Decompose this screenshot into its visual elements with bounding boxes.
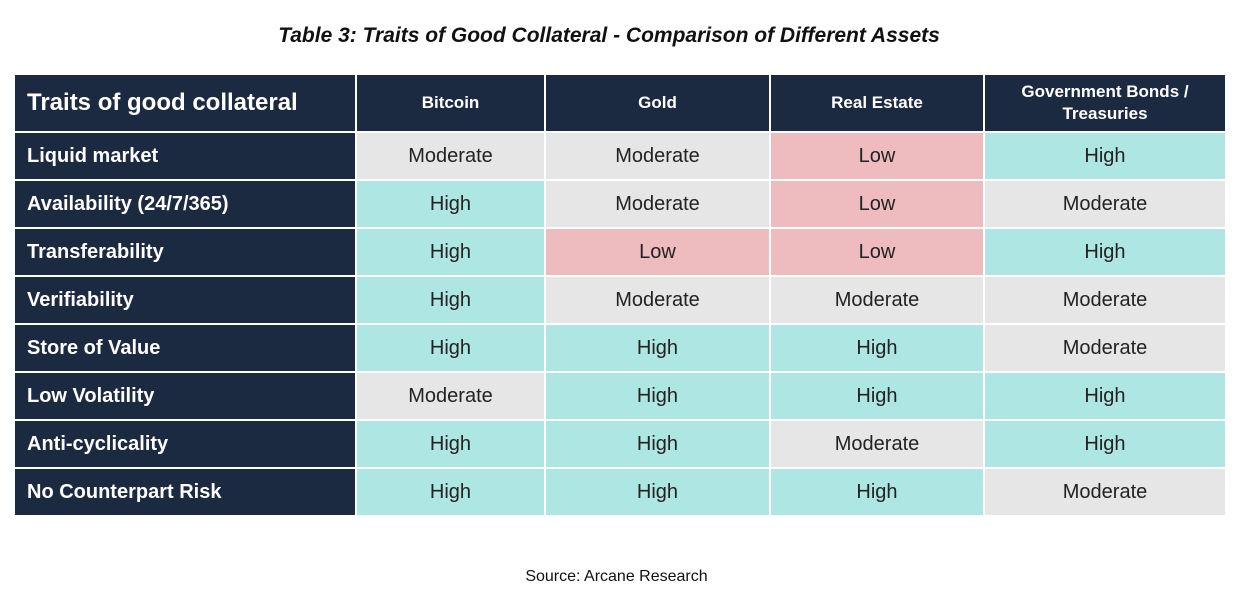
table-row: Verifiability High Moderate Moderate Mod…	[13, 275, 1227, 325]
cell-value: Moderate	[769, 275, 985, 325]
cell-value: Low	[544, 227, 771, 277]
header-bitcoin-label: Bitcoin	[421, 93, 480, 112]
table-row: No Counterpart Risk High High High Moder…	[13, 467, 1227, 517]
cell-value: High	[544, 419, 771, 469]
header-gold-label: Gold	[638, 93, 677, 112]
cell-value: High	[544, 323, 771, 373]
header-real-estate: Real Estate	[769, 73, 985, 133]
cell-value: Moderate	[769, 419, 985, 469]
table-row: Transferability High Low Low High	[13, 227, 1227, 277]
table-row: Availability (24/7/365) High Moderate Lo…	[13, 179, 1227, 229]
cell-value: Moderate	[983, 179, 1227, 229]
cell-value: Moderate	[355, 371, 546, 421]
cell-value: Moderate	[355, 131, 546, 181]
row-trait: Low Volatility	[13, 371, 357, 421]
cell-value: High	[544, 467, 771, 517]
comparison-table-container: Traits of good collateral Bitcoin Gold R…	[13, 73, 1227, 517]
row-trait: Verifiability	[13, 275, 357, 325]
cell-value: Low	[769, 131, 985, 181]
row-trait: No Counterpart Risk	[13, 467, 357, 517]
cell-value: Low	[769, 179, 985, 229]
cell-value: Moderate	[544, 275, 771, 325]
cell-value: High	[983, 227, 1227, 277]
cell-value: High	[355, 227, 546, 277]
cell-value: Moderate	[544, 131, 771, 181]
cell-value: Moderate	[544, 179, 771, 229]
header-real-estate-label: Real Estate	[831, 93, 923, 112]
cell-value: Moderate	[983, 323, 1227, 373]
cell-value: Moderate	[983, 275, 1227, 325]
table-row: Low Volatility Moderate High High High	[13, 371, 1227, 421]
cell-value: High	[769, 467, 985, 517]
header-traits: Traits of good collateral	[13, 73, 357, 133]
comparison-table: Traits of good collateral Bitcoin Gold R…	[13, 73, 1227, 517]
header-gold: Gold	[544, 73, 771, 133]
cell-value: High	[983, 131, 1227, 181]
cell-value: Low	[769, 227, 985, 277]
header-government-bonds-label: Government Bonds / Treasuries	[1021, 82, 1189, 123]
cell-value: High	[769, 323, 985, 373]
cell-value: High	[355, 419, 546, 469]
cell-value: High	[355, 275, 546, 325]
source-caption: Source: Arcane Research	[525, 568, 708, 585]
table-row: Store of Value High High High Moderate	[13, 323, 1227, 373]
table-row: Anti-cyclicality High High Moderate High	[13, 419, 1227, 469]
cell-value: High	[355, 467, 546, 517]
cell-value: High	[983, 371, 1227, 421]
cell-value: Moderate	[983, 467, 1227, 517]
cell-value: High	[769, 371, 985, 421]
table-title: Table 3: Traits of Good Collateral - Com…	[278, 24, 940, 47]
cell-value: High	[355, 323, 546, 373]
row-trait: Store of Value	[13, 323, 357, 373]
table-row: Liquid market Moderate Moderate Low High	[13, 131, 1227, 181]
header-bitcoin: Bitcoin	[355, 73, 546, 133]
cell-value: High	[544, 371, 771, 421]
cell-value: High	[355, 179, 546, 229]
row-trait: Transferability	[13, 227, 357, 277]
header-government-bonds: Government Bonds / Treasuries	[983, 73, 1227, 133]
cell-value: High	[983, 419, 1227, 469]
table-header-row: Traits of good collateral Bitcoin Gold R…	[13, 73, 1227, 133]
row-trait: Anti-cyclicality	[13, 419, 357, 469]
row-trait: Liquid market	[13, 131, 357, 181]
row-trait: Availability (24/7/365)	[13, 179, 357, 229]
